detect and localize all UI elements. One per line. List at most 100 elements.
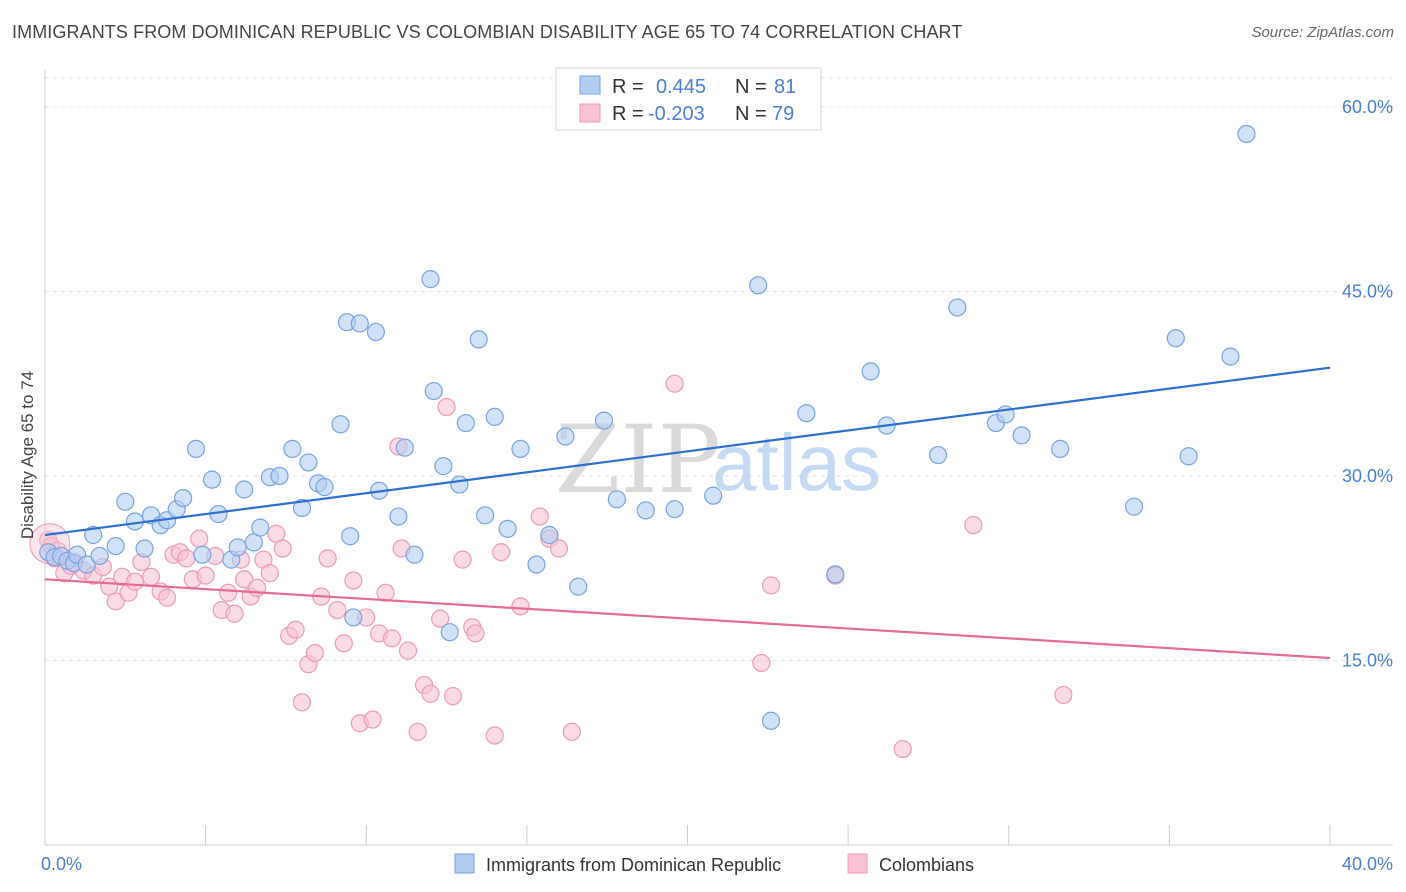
colombian-point-62: [485, 726, 504, 745]
legend-r-value-1: 0.445: [656, 76, 706, 98]
dominican-point-55: [527, 555, 546, 574]
dominican-point-43: [405, 545, 424, 564]
dominican-point-45: [424, 381, 443, 401]
dominican-point-66: [797, 404, 816, 423]
dominican-point-10: [116, 492, 135, 511]
legend-bottom-label-2: Colombians: [879, 855, 974, 875]
colombian-point-18: [177, 549, 196, 568]
dominican-point-62: [665, 500, 684, 519]
dominican-point-34: [331, 415, 350, 434]
dominican-point-59: [594, 411, 614, 430]
x-tick-labels: 0.0% 40.0%: [41, 854, 1393, 874]
dominican-point-52: [485, 407, 504, 427]
colombian-point-49: [382, 629, 402, 648]
dominican-point-49: [456, 413, 475, 433]
dominican-point-70: [928, 445, 948, 465]
colombian-point-64: [511, 597, 530, 616]
dominican-point-51: [476, 506, 495, 525]
colombian-point-31: [260, 564, 279, 583]
dominican-point-48: [450, 475, 469, 494]
colombian-point-13: [141, 567, 161, 586]
colombian-point-68: [562, 722, 581, 741]
legend-swatch-blue: [579, 75, 601, 95]
legend-bottom-swatch-blue: [454, 853, 475, 874]
x-tick-label-1: 40.0%: [1342, 854, 1393, 874]
colombian-point-29: [247, 578, 267, 597]
dominican-point-19: [193, 545, 212, 564]
trend-line-dominican: [44, 366, 1331, 537]
y-axis-label: Disability Age 65 to 74: [18, 371, 37, 539]
dominican-point-44: [421, 270, 440, 289]
colombian-point-36: [292, 693, 312, 712]
dominican-point-50: [469, 330, 488, 349]
colombian-point-57: [437, 397, 456, 417]
dominican-point-60: [607, 490, 626, 509]
colombian-point-71: [761, 576, 781, 595]
colombian-point-25: [225, 604, 244, 623]
watermark: ZIP atlas: [555, 406, 881, 515]
legend-top: R = 0.445 N = 81 R = -0.203 N = 79: [555, 67, 822, 131]
dominican-point-58: [569, 577, 588, 596]
colombian-point-69: [665, 374, 684, 393]
series-dominican-points: [39, 124, 1256, 730]
trend-lines: [44, 366, 1331, 660]
dominican-point-61: [636, 501, 655, 520]
legend-n-value-1: 81: [774, 76, 796, 98]
chart-title: IMMIGRANTS FROM DOMINICAN REPUBLIC VS CO…: [12, 22, 963, 42]
dominican-point-80: [1237, 124, 1256, 144]
dominican-point-65: [761, 711, 781, 730]
colombian-point-11: [125, 572, 145, 591]
y-tick-label-0: 15.0%: [1342, 650, 1393, 670]
dominican-point-39: [366, 322, 385, 342]
dominican-point-63: [704, 486, 723, 505]
colombian-point-67: [549, 539, 569, 558]
x-tick-label-0: 0.0%: [41, 854, 82, 874]
y-tick-labels: 15.0% 30.0% 45.0% 60.0%: [1342, 97, 1393, 671]
dominican-point-26: [251, 518, 270, 537]
dominican-point-53: [498, 519, 517, 538]
dominican-point-47: [440, 623, 459, 642]
colombian-point-40: [318, 549, 337, 568]
colombian-point-35: [286, 620, 305, 639]
dominican-point-18: [186, 439, 206, 458]
dominican-point-29: [283, 439, 302, 458]
legend-r-label-2: R =: [612, 103, 644, 125]
colombian-point-73: [893, 739, 912, 759]
colombian-point-75: [1054, 685, 1073, 705]
dominican-point-8: [90, 546, 109, 566]
dominican-point-74: [1012, 426, 1031, 445]
dominican-point-78: [1179, 447, 1198, 466]
colombian-point-56: [431, 609, 450, 628]
dominican-point-46: [434, 457, 453, 476]
watermark-atlas: atlas: [712, 418, 881, 507]
dominican-point-56: [540, 525, 559, 545]
dominican-point-7: [84, 525, 103, 545]
dominican-point-24: [235, 480, 254, 499]
colombian-point-21: [196, 566, 215, 585]
legend-bottom-swatch-pink: [847, 853, 868, 874]
colombian-point-61: [466, 624, 485, 643]
dominican-point-57: [556, 427, 575, 446]
dominican-point-38: [350, 314, 369, 333]
colombian-point-63: [492, 543, 511, 562]
colombian-point-27: [235, 570, 254, 589]
colombian-point-58: [443, 687, 463, 706]
dominican-point-79: [1221, 347, 1240, 366]
dominican-point-20: [202, 470, 222, 489]
dominican-point-76: [1124, 497, 1144, 516]
dominican-point-12: [135, 539, 154, 558]
colombian-point-74: [964, 516, 983, 535]
axes: [44, 70, 1393, 846]
dominican-point-54: [511, 439, 530, 458]
legend-bottom-label-1: Immigrants from Dominican Republic: [486, 855, 781, 875]
dominican-point-67: [826, 565, 845, 584]
dominican-point-6: [77, 555, 96, 574]
colombian-point-46: [363, 710, 382, 729]
dominican-point-77: [1166, 329, 1185, 348]
dominican-point-30: [292, 498, 312, 518]
legend-n-label-2: N =: [735, 103, 767, 125]
colombian-point-8: [106, 592, 125, 611]
legend-bottom: Immigrants from Dominican Republic Colom…: [454, 853, 974, 875]
colombian-point-65: [530, 507, 549, 526]
